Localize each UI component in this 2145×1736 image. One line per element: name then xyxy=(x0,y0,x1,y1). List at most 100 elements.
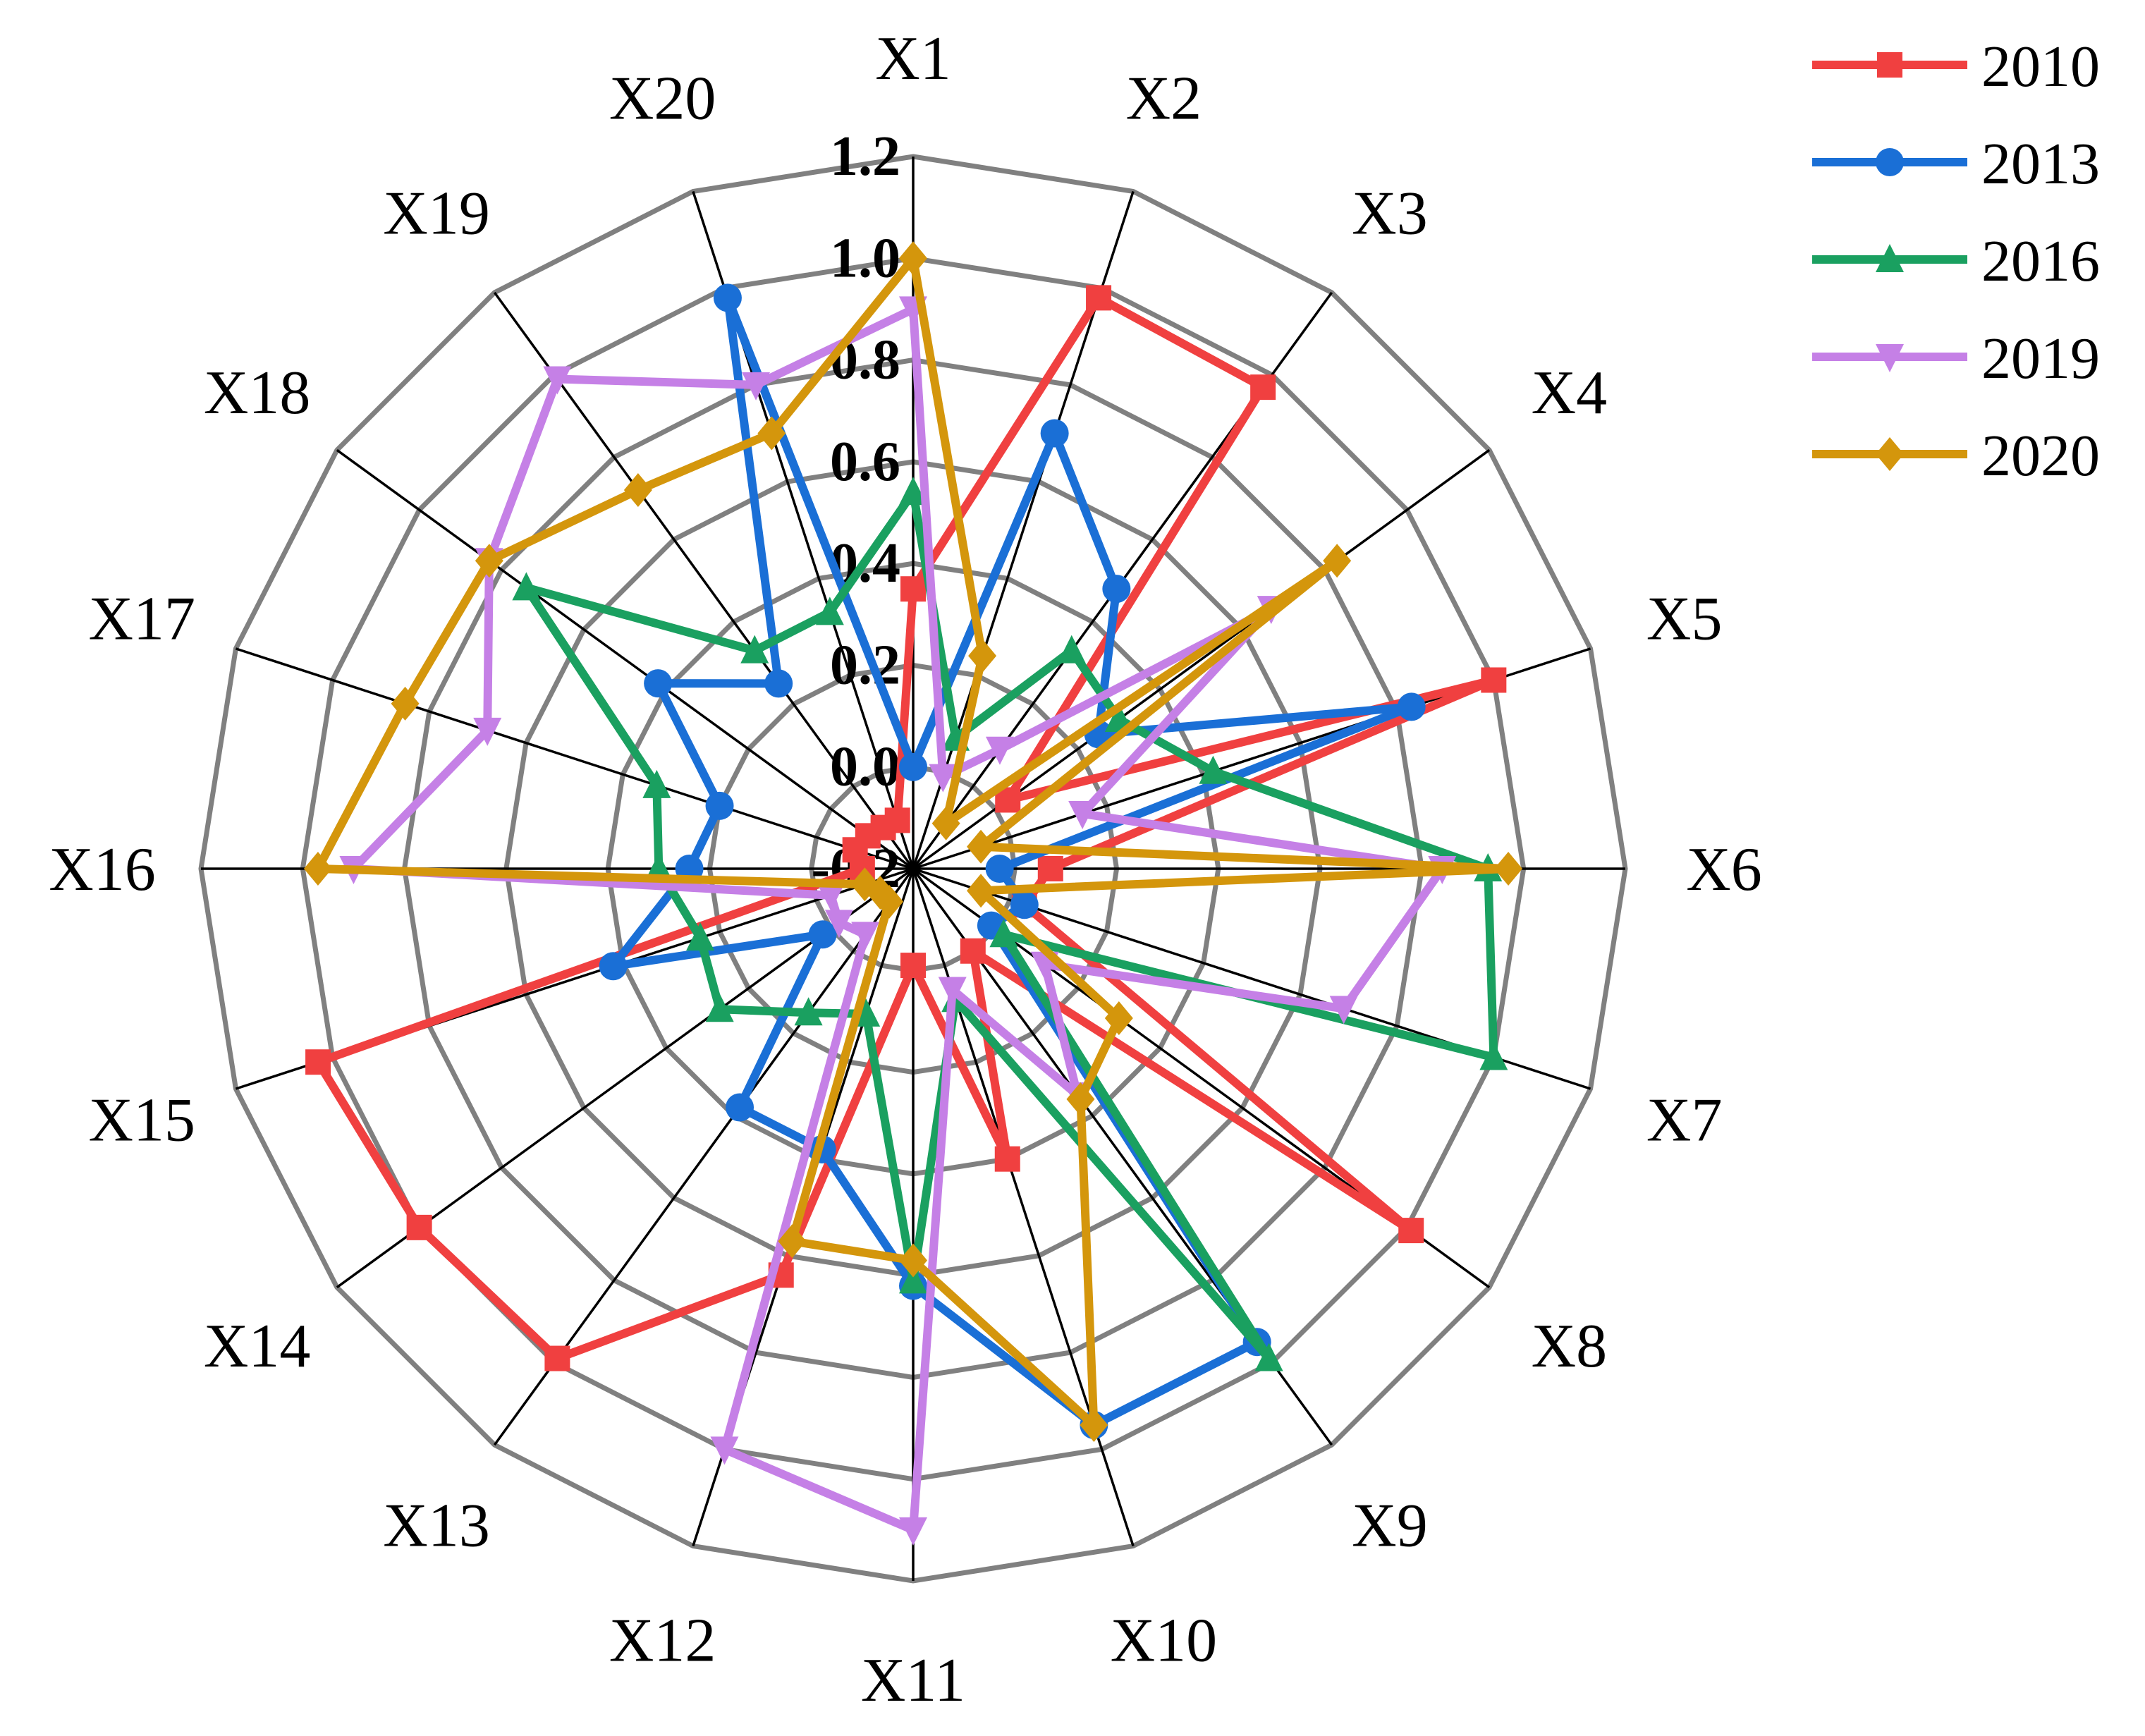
axis-label-x15: X15 xyxy=(89,1086,196,1154)
data-point xyxy=(303,852,332,886)
data-point xyxy=(1494,852,1523,886)
data-point xyxy=(644,669,673,698)
data-point xyxy=(1010,891,1039,919)
data-point xyxy=(1102,575,1131,604)
data-point xyxy=(1066,1082,1095,1116)
data-point xyxy=(1104,1001,1133,1036)
axis-label-x10: X10 xyxy=(1111,1607,1218,1675)
data-point xyxy=(1199,755,1228,784)
data-point xyxy=(1086,285,1112,311)
axis-label-x4: X4 xyxy=(1532,359,1608,427)
data-point xyxy=(512,572,541,601)
tick-label: 1.0 xyxy=(830,227,900,289)
data-point xyxy=(794,997,823,1026)
axis-spoke xyxy=(235,647,914,870)
axis-label-x18: X18 xyxy=(204,359,311,427)
axis-spoke xyxy=(336,448,915,870)
data-point xyxy=(938,977,967,1005)
data-point xyxy=(778,1224,807,1259)
axis-label-x3: X3 xyxy=(1352,180,1428,248)
series-2010 xyxy=(305,285,1507,1371)
data-point xyxy=(899,1517,927,1546)
data-point xyxy=(705,994,734,1022)
legend-label: 2019 xyxy=(1981,326,2100,391)
data-point xyxy=(815,597,844,625)
data-point xyxy=(391,686,420,721)
data-series xyxy=(303,241,1523,1546)
data-point xyxy=(967,829,996,864)
data-point xyxy=(929,764,958,793)
data-point xyxy=(1057,635,1086,664)
data-point xyxy=(900,576,926,602)
tick-label: 0.8 xyxy=(830,329,900,391)
data-point xyxy=(742,372,771,401)
data-point xyxy=(817,882,845,911)
data-point xyxy=(1876,244,1904,272)
axis-label-x16: X16 xyxy=(49,836,156,904)
axis-label-x20: X20 xyxy=(609,64,716,133)
data-point xyxy=(851,922,880,950)
data-point xyxy=(1398,1218,1424,1244)
series-2020 xyxy=(303,241,1523,1443)
tick-label: 1.2 xyxy=(830,126,900,188)
data-point xyxy=(1481,667,1507,693)
data-point xyxy=(544,1345,570,1371)
data-point xyxy=(475,544,503,578)
data-point xyxy=(994,1146,1020,1172)
data-point xyxy=(1323,544,1352,578)
axis-label-x11: X11 xyxy=(861,1646,965,1715)
axis-label-x6: X6 xyxy=(1686,836,1762,904)
legend: 2010 2013 2016 2019 2020 xyxy=(1812,34,2100,489)
data-point xyxy=(899,477,927,506)
data-point xyxy=(968,639,997,673)
data-point xyxy=(1876,148,1904,176)
data-point xyxy=(960,938,986,964)
data-point xyxy=(899,1243,927,1278)
legend-item: 2010 xyxy=(1812,34,2100,99)
data-point xyxy=(757,416,786,451)
axis-label-x8: X8 xyxy=(1532,1312,1608,1381)
legend-item: 2016 xyxy=(1812,228,2100,294)
data-point xyxy=(824,910,853,939)
data-point xyxy=(473,717,502,746)
data-point xyxy=(599,952,628,981)
data-point xyxy=(305,1049,331,1075)
data-point xyxy=(543,366,572,395)
axis-label-x2: X2 xyxy=(1126,64,1202,133)
data-point xyxy=(985,736,1014,765)
axis-label-x12: X12 xyxy=(609,1607,716,1675)
tick-label: 0.6 xyxy=(830,431,900,493)
axis-labels: X1 X2 X3 X4 X5 X6 X7 X8 X9 X10 X11 X12 X13 X14 X15 X16 X… xyxy=(49,25,1762,1715)
data-point xyxy=(1040,419,1069,448)
series-line xyxy=(522,488,1498,1363)
data-point xyxy=(406,1214,432,1240)
legend-item: 2019 xyxy=(1812,326,2100,391)
legend-label: 2020 xyxy=(1981,423,2100,489)
data-point xyxy=(989,919,1018,948)
data-point xyxy=(1250,374,1276,401)
axis-label-x9: X9 xyxy=(1352,1491,1428,1560)
data-point xyxy=(808,920,837,949)
data-point xyxy=(931,806,960,841)
data-point xyxy=(764,669,793,698)
legend-item: 2020 xyxy=(1812,423,2100,489)
data-point xyxy=(1068,800,1097,829)
legend-label: 2010 xyxy=(1981,34,2100,99)
legend-label: 2016 xyxy=(1981,228,2100,294)
axis-spoke xyxy=(493,291,915,870)
data-point xyxy=(899,752,927,781)
tick-label: 0.0 xyxy=(830,736,900,798)
legend-label: 2013 xyxy=(1981,131,2100,197)
data-point xyxy=(1397,692,1426,721)
axis-label-x19: X19 xyxy=(383,180,490,248)
data-point xyxy=(726,1093,754,1122)
data-point xyxy=(710,1436,739,1465)
axis-label-x13: X13 xyxy=(383,1491,490,1560)
data-point xyxy=(705,791,734,820)
data-point xyxy=(899,1265,927,1294)
data-point xyxy=(1876,344,1904,372)
data-point xyxy=(1037,856,1063,881)
data-point xyxy=(1329,996,1358,1025)
data-point xyxy=(900,953,926,979)
